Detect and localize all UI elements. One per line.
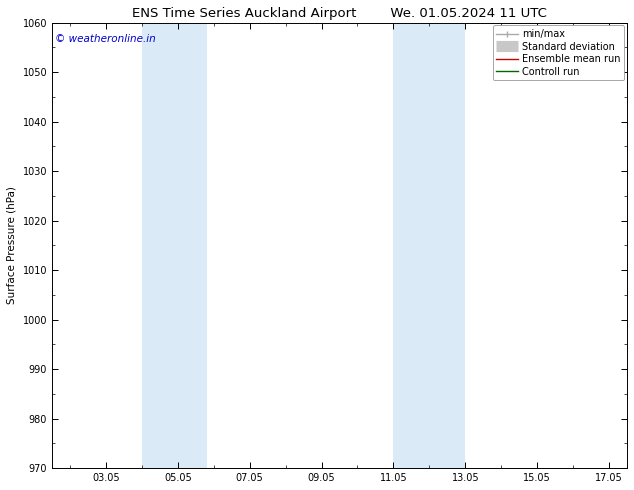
Legend: min/max, Standard deviation, Ensemble mean run, Controll run: min/max, Standard deviation, Ensemble me… [493, 25, 624, 80]
Y-axis label: Surface Pressure (hPa): Surface Pressure (hPa) [7, 186, 17, 304]
Title: ENS Time Series Auckland Airport        We. 01.05.2024 11 UTC: ENS Time Series Auckland Airport We. 01.… [132, 7, 547, 20]
Bar [394, 23, 465, 468]
Text: © weatheronline.in: © weatheronline.in [55, 34, 155, 44]
Bar [142, 23, 207, 468]
